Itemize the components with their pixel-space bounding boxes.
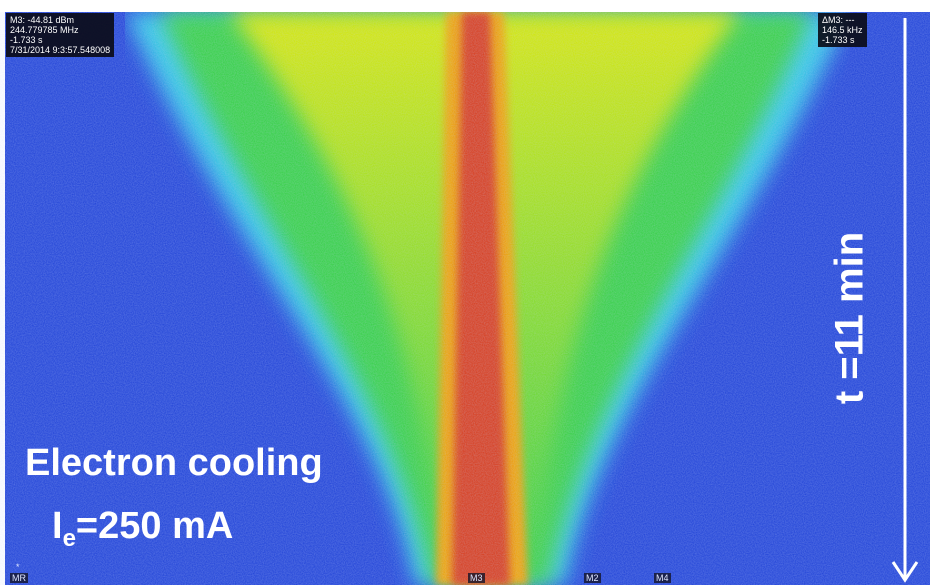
screen: M3: -44.81 dBm 244.779785 MHz -1.733 s 7… [0,0,930,585]
current-subscript: e [63,525,76,552]
delta-readout: ΔM3: --- 146.5 kHz -1.733 s [818,13,867,47]
readout-line: M3: -44.81 dBm [10,15,110,25]
current-value: =250 mA [76,505,233,547]
current-symbol: I [52,505,63,547]
readout-line: 146.5 kHz [822,25,863,35]
readout-line: -1.733 s [10,35,110,45]
annotation-current: Ie=250 mA [52,505,233,553]
readout-line: 7/31/2014 9:3:57.548008 [10,45,110,55]
marker-tag[interactable]: M4 [654,573,671,583]
marker-tag[interactable]: M3 [468,573,485,583]
readout-line: ΔM3: --- [822,15,863,25]
noise [5,12,930,585]
marker-readout: M3: -44.81 dBm 244.779785 MHz -1.733 s 7… [6,13,114,57]
spectrogram [0,0,930,585]
annotation-title: Electron cooling [25,442,323,485]
marker-tag[interactable]: M2 [584,573,601,583]
marker-tag[interactable]: MR [10,573,28,583]
reference-star: * [14,562,22,572]
readout-line: -1.733 s [822,35,863,45]
readout-line: 244.779785 MHz [10,25,110,35]
time-label: t =11 min [828,232,873,404]
top-border [0,0,930,12]
